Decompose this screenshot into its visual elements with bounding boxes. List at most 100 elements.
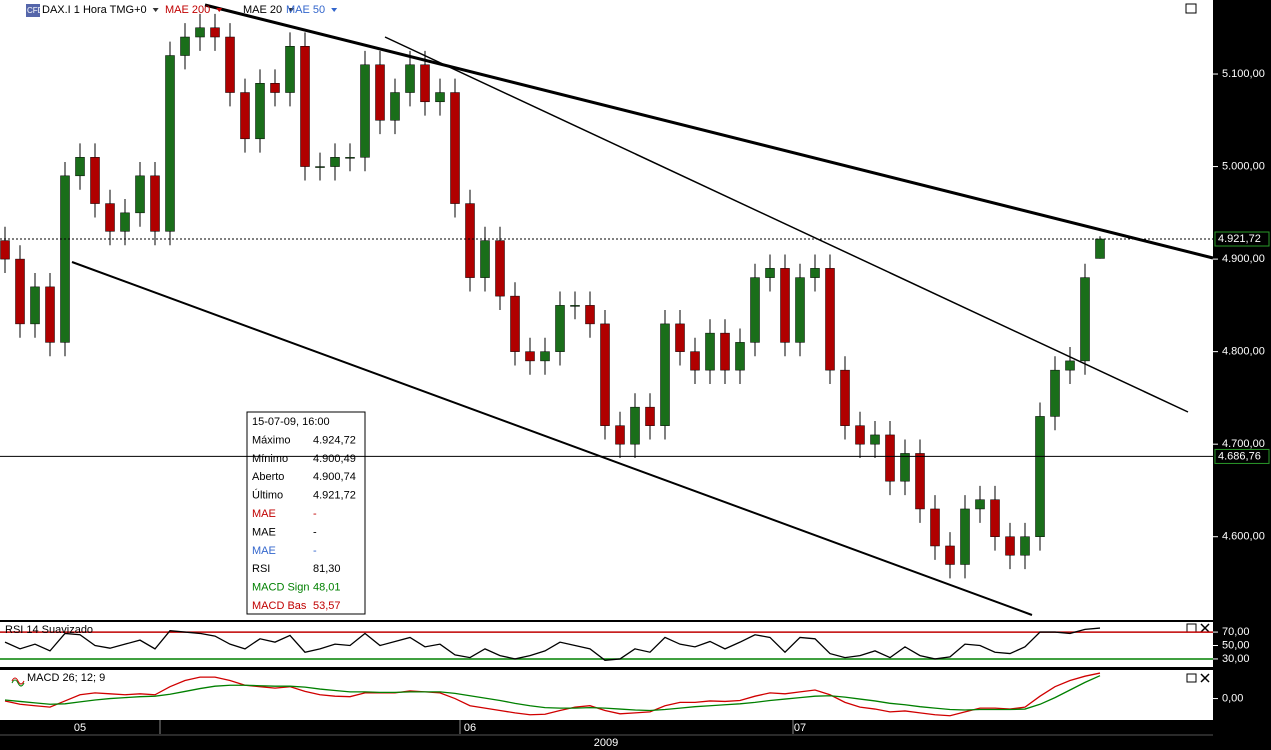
- tooltip-value: 4.900,49: [313, 453, 356, 465]
- candle-body: [285, 46, 295, 93]
- x-axis-label: 2009: [594, 737, 618, 749]
- trend-line: [204, 3, 1214, 260]
- header-item: MAE 20: [243, 4, 282, 16]
- panel-title: MACD 26; 12; 9: [27, 672, 105, 684]
- candle-body: [240, 92, 250, 140]
- candle-body: [570, 305, 580, 307]
- candle-body: [780, 268, 790, 343]
- candle-body: [675, 323, 685, 352]
- tooltip-value: 4.924,72: [313, 434, 356, 446]
- candle-body: [480, 240, 490, 278]
- price-label-box: [1214, 448, 1270, 464]
- price-label: 4.686,76: [1218, 450, 1261, 462]
- candle-body: [450, 92, 460, 204]
- y-tick-label: 5.100,00: [1222, 68, 1265, 80]
- close-button[interactable]: [1200, 623, 1210, 633]
- candle-body: [330, 157, 340, 167]
- logo: CFD: [27, 6, 44, 15]
- dropdown-arrow[interactable]: [216, 8, 223, 12]
- trend-line: [71, 261, 1033, 616]
- candle-body: [465, 203, 475, 278]
- candle-body: [915, 453, 925, 510]
- y-tick-label: 4.900,00: [1222, 253, 1265, 265]
- tooltip-label: Máximo: [252, 434, 291, 446]
- dropdown-arrow[interactable]: [288, 8, 295, 12]
- header-item: MAE 50: [286, 4, 325, 16]
- candle-body: [630, 406, 640, 445]
- price-label-box: [1214, 231, 1270, 247]
- macd-panel: [0, 670, 1213, 720]
- candle-body: [180, 36, 190, 56]
- candle-body: [90, 157, 100, 204]
- candle-body: [510, 295, 520, 352]
- tooltip-value: 4.921,72: [313, 490, 356, 502]
- candle-body: [825, 268, 835, 371]
- x-tick-label: 05: [74, 722, 86, 734]
- candle-body: [960, 508, 970, 565]
- close-button[interactable]: [1200, 673, 1210, 683]
- candle-body: [975, 499, 985, 510]
- tooltip-value: -: [313, 508, 317, 520]
- y-tick-label: 70,00: [1222, 626, 1250, 638]
- candle-body: [885, 434, 895, 482]
- tooltip-label: MAE: [252, 526, 276, 538]
- y-tick-label: 4.800,00: [1222, 346, 1265, 358]
- candle-body: [345, 157, 355, 159]
- tooltip-box: [246, 411, 366, 615]
- candle-body: [735, 342, 745, 371]
- candle-body: [1080, 277, 1090, 362]
- candle-body: [870, 434, 880, 445]
- candle-body: [315, 166, 325, 168]
- candle-body: [795, 277, 805, 343]
- candle-body: [375, 64, 385, 121]
- candle-body: [45, 286, 55, 343]
- y-tick-label: 30,00: [1222, 653, 1250, 665]
- tooltip-value: -: [313, 526, 317, 538]
- candle-body: [600, 323, 610, 426]
- dropdown-arrow[interactable]: [152, 8, 159, 12]
- price-label: 4.921,72: [1218, 233, 1261, 245]
- tooltip-label: MAE: [252, 508, 276, 520]
- candle-body: [810, 268, 820, 278]
- candle-body: [390, 92, 400, 121]
- dropdown-arrow[interactable]: [331, 8, 338, 12]
- candle-body: [1005, 536, 1015, 556]
- tooltip-label: MACD Bas: [252, 600, 307, 612]
- candle-body: [1035, 416, 1045, 537]
- candle-body: [1050, 369, 1060, 417]
- candle-body: [690, 351, 700, 371]
- candle-body: [765, 268, 775, 278]
- tooltip-label: MAE: [252, 545, 276, 557]
- candle-body: [60, 175, 70, 343]
- header-item: MAE 200: [165, 4, 210, 16]
- candle-body: [300, 46, 310, 167]
- candle-body: [75, 157, 85, 177]
- candle-body: [225, 36, 235, 93]
- panel-title: RSI 14 Suavizado: [5, 624, 93, 636]
- series-line: [4, 672, 1101, 717]
- y-tick-label: 5.000,00: [1222, 160, 1265, 172]
- candle-body: [615, 425, 625, 445]
- candle-body: [15, 258, 25, 325]
- candle-body: [495, 240, 505, 297]
- candle-body: [540, 351, 550, 362]
- y-tick-label: 4.700,00: [1222, 438, 1265, 450]
- maximize-button[interactable]: [1186, 673, 1197, 683]
- y-tick-label: 50,00: [1222, 639, 1250, 651]
- candle-body: [0, 240, 10, 260]
- candle-body: [840, 369, 850, 426]
- candle-body: [645, 406, 655, 426]
- maximize-button[interactable]: [1185, 3, 1197, 14]
- candle-body: [165, 55, 175, 232]
- logo-box: [26, 4, 40, 17]
- macd-icon: [11, 677, 25, 685]
- candle-body: [945, 545, 955, 565]
- candle-body: [855, 425, 865, 445]
- y-tick-label: 0,00: [1222, 692, 1243, 704]
- y-tick-label: 4.600,00: [1222, 531, 1265, 543]
- candle-body: [195, 27, 205, 38]
- candle-body: [135, 175, 145, 214]
- candle-body: [585, 305, 595, 325]
- tooltip-label: Mínimo: [252, 453, 288, 465]
- candle-body: [210, 27, 220, 38]
